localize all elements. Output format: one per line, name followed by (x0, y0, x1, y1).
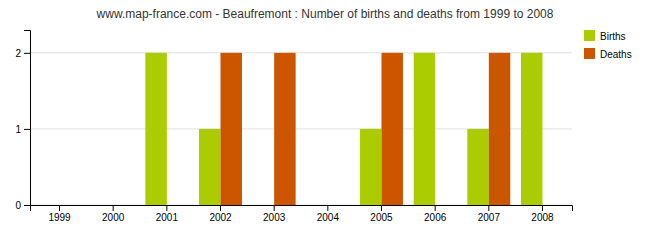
legend-item: Deaths (584, 48, 632, 60)
x-tick: 2001 (156, 205, 179, 223)
x-tick-mark (220, 205, 221, 211)
x-tick-label: 2006 (424, 212, 447, 223)
x-tick: 2007 (478, 205, 501, 223)
y-tick: 2 (15, 48, 30, 59)
bar (489, 53, 510, 205)
x-tick: 1999 (48, 205, 71, 223)
x-axis-line (31, 206, 573, 212)
y-tick-label: 2 (15, 48, 21, 59)
x-tick-mark (488, 205, 489, 211)
y-tick-label: 0 (15, 200, 21, 211)
x-tick-mark (542, 205, 543, 211)
bar (274, 53, 295, 205)
x-tick-label: 2005 (370, 212, 393, 223)
y-tick-mark (24, 205, 30, 206)
y-tick-mark (24, 129, 30, 130)
bar (145, 53, 166, 205)
x-tick-label: 2001 (156, 212, 179, 223)
x-tick-label: 2000 (102, 212, 125, 223)
bar (92, 205, 113, 206)
chart: 1999 2000 2001 2002 2003 2004 2005 2006 2007 2008… (0, 0, 650, 229)
bar-series (221, 53, 511, 205)
bar (306, 205, 327, 206)
bar (167, 205, 188, 206)
bar (435, 205, 456, 206)
x-tick-label: 1999 (48, 212, 71, 223)
x-tick: 2002 (209, 205, 232, 223)
x-tick-mark (327, 205, 328, 211)
x-tick-label: 2008 (531, 212, 554, 223)
bar (521, 53, 542, 205)
bar (381, 53, 402, 205)
x-tick-mark (59, 205, 60, 211)
x-tick-label: 2002 (209, 212, 232, 223)
x-tick: 2008 (531, 205, 554, 223)
x-tick: 2006 (424, 205, 447, 223)
legend-swatch (584, 30, 595, 41)
y-tick-label: 1 (15, 124, 21, 135)
y-axis: 0 1 2 (15, 31, 30, 211)
x-tick-mark (274, 205, 275, 211)
bar (60, 205, 81, 206)
x-tick-mark (435, 205, 436, 211)
bar (221, 53, 242, 205)
x-tick: 2005 (370, 205, 393, 223)
y-tick-mark (24, 53, 30, 54)
x-tick: 2004 (317, 205, 340, 223)
y-tick: 0 (15, 200, 30, 211)
title: www.map-france.com - Beaufremont : Numbe… (96, 7, 554, 21)
bar (414, 53, 435, 205)
bar (113, 205, 134, 206)
bar (467, 129, 488, 205)
grid (30, 53, 572, 205)
x-tick-mark (113, 205, 114, 211)
x-tick-label: 2003 (263, 212, 286, 223)
x-tick-mark (381, 205, 382, 211)
x-tick: 2000 (102, 205, 125, 223)
bars (145, 53, 542, 205)
x-tick-label: 2007 (478, 212, 501, 223)
bar (199, 129, 220, 205)
y-axis-line (24, 31, 31, 206)
bar (38, 205, 59, 206)
legend-label: Deaths (600, 49, 632, 60)
plot-area: 1999 2000 2001 2002 2003 2004 2005 2006 2007 2008… (15, 31, 572, 224)
x-axis: 1999 2000 2001 2002 2003 2004 2005 2006 2007 2008 (31, 205, 573, 223)
bar (542, 205, 563, 206)
y-tick: 1 (15, 124, 30, 135)
legend-swatch (584, 48, 595, 59)
legend-item: Births (584, 30, 626, 42)
bar (253, 205, 274, 206)
bar-series (145, 53, 542, 205)
x-tick-mark (166, 205, 167, 211)
x-tick-label: 2004 (317, 212, 340, 223)
legend: Births Deaths (584, 30, 632, 60)
legend-label: Births (600, 31, 626, 42)
bar (360, 129, 381, 205)
x-tick: 2003 (263, 205, 286, 223)
bar (328, 205, 349, 206)
